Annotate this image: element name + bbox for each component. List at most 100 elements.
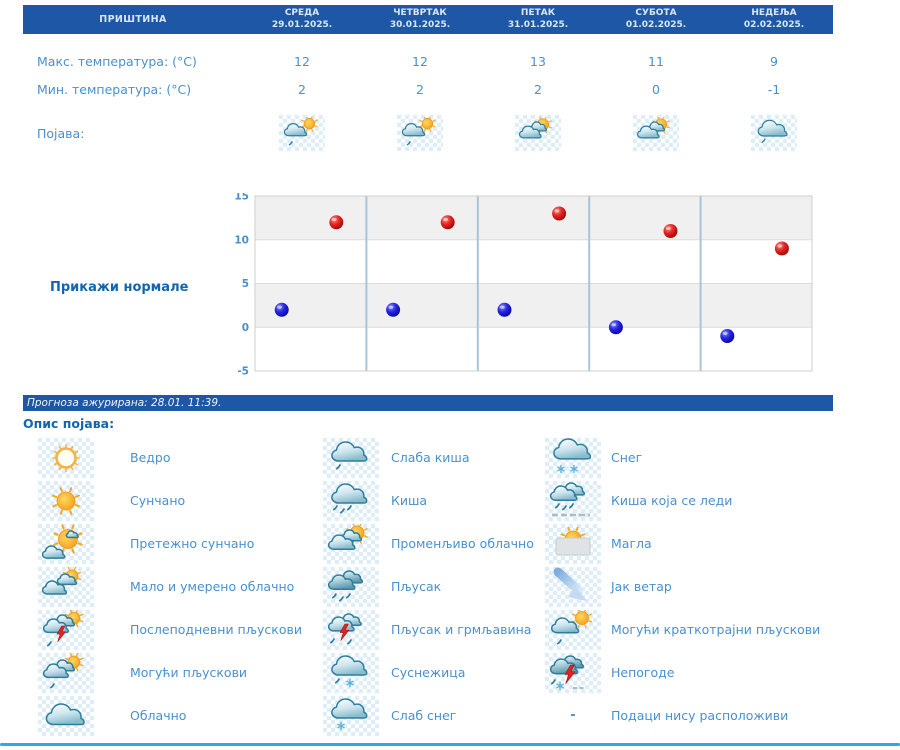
mostly-sunny-icon xyxy=(42,523,83,559)
fog-icon xyxy=(555,526,591,555)
svg-text:10: 10 xyxy=(234,234,249,246)
legend-item-label: Могући краткотрајни пљускови xyxy=(611,622,821,637)
appearance-icon-cell xyxy=(715,115,833,151)
max-temp-value: 9 xyxy=(770,53,778,69)
partly-cloudy-icon xyxy=(42,566,82,595)
legend-item-label: Снег xyxy=(611,450,643,465)
legend-item-label: Ведро xyxy=(130,450,171,465)
partly-sunny-rain-icon xyxy=(279,115,325,151)
day-name: НЕДЕЉА xyxy=(751,7,797,18)
sun-outline-icon xyxy=(38,437,94,478)
max-temp-values: 12 12 13 11 9 xyxy=(243,54,833,69)
min-temp-row: Мин. температура: (°C) 2 2 2 0 -1 xyxy=(23,75,833,103)
mostly-sunny-icon xyxy=(38,523,94,564)
partly-sunny-rain-icon xyxy=(401,116,436,145)
max-temp-value: 11 xyxy=(648,53,664,69)
legend-item-label: Непогоде xyxy=(611,665,675,680)
legend-item-label: Пљусак xyxy=(391,579,442,594)
day-name: СУБОТА xyxy=(635,7,677,18)
min-temp-values: 2 2 2 0 -1 xyxy=(243,82,833,97)
sun-clouds-icon xyxy=(327,523,368,550)
day-header: СУБОТА 01.02.2025. xyxy=(597,5,715,34)
appearance-label: Појава: xyxy=(37,125,85,141)
legend-item-label: Послеподневни пљускови xyxy=(130,622,302,637)
forecast-updated-bar: Прогноза ажурирана: 28.01. 11:39. xyxy=(23,395,833,411)
min-temp-value: 0 xyxy=(652,81,660,97)
afternoon-showers-icon xyxy=(42,609,84,646)
max-temp-label: Макс. температура: (°C) xyxy=(37,53,197,69)
legend-item-label: Јак ветар xyxy=(611,579,672,594)
sun-clouds-icon xyxy=(515,115,561,151)
legend-item-label: Киша xyxy=(391,493,428,508)
thunder-shower-icon xyxy=(323,609,379,650)
legend-item-label: Суснежица xyxy=(391,665,466,680)
bottom-divider xyxy=(0,743,900,746)
day-date: 29.01.2025. xyxy=(271,19,333,30)
shower-icon xyxy=(327,569,364,601)
svg-text:-5: -5 xyxy=(237,366,249,378)
possible-showers-icon xyxy=(38,652,94,693)
cloud-light-rain-icon xyxy=(757,119,788,143)
min-temp-value: 2 xyxy=(298,81,306,97)
legend-item-label: Могући пљускови xyxy=(130,665,248,680)
cloud-rain-icon xyxy=(323,480,379,521)
partly-sunny-rain-icon xyxy=(283,116,318,145)
partly-sunny-rain-icon xyxy=(397,115,443,151)
day-date: 31.01.2025. xyxy=(507,19,569,30)
cloud-light-rain-icon xyxy=(323,437,379,478)
max-temp-row: Макс. температура: (°C) 12 12 13 11 9 xyxy=(23,47,833,75)
day-header: НЕДЕЉА 02.02.2025. xyxy=(715,5,833,34)
day-name: ПЕТАК xyxy=(520,7,556,18)
storm-icon xyxy=(549,654,586,690)
strong-wind-icon xyxy=(553,567,587,601)
appearance-icon-cell xyxy=(597,115,715,151)
legend: Ведро Слаба киша Снег Сунчано Киша Киша која … xyxy=(38,436,820,737)
min-temp-value: -1 xyxy=(767,81,781,97)
legend-item-label: Слаб снег xyxy=(391,708,457,723)
thunder-shower-icon xyxy=(327,612,362,644)
brief-showers-icon xyxy=(550,609,592,644)
afternoon-showers-icon xyxy=(38,609,94,650)
forecast-updated-text: Прогноза ажурирана: 28.01. 11:39. xyxy=(27,397,222,409)
brief-showers-icon xyxy=(545,609,601,650)
storm-icon xyxy=(545,652,601,693)
fog-icon xyxy=(545,523,601,564)
day-name: ЧЕТВРТАК xyxy=(393,7,447,18)
max-temp-value: 13 xyxy=(530,53,546,69)
forecast-table: ПРИШТИНА СРЕДА 29.01.2025. ЧЕТВРТАК 30.01.2… xyxy=(23,5,833,159)
appearance-icons xyxy=(243,115,833,151)
shower-icon xyxy=(323,566,379,607)
temperature-chart: 15 10 5 0 -5 xyxy=(227,191,815,385)
sleet-icon xyxy=(331,654,368,687)
appearance-row: Појава: xyxy=(23,107,833,159)
sun-icon xyxy=(52,486,80,515)
min-temp-label: Мин. температура: (°C) xyxy=(37,81,192,97)
legend-title: Опис појава: xyxy=(23,416,115,431)
snow-icon xyxy=(553,437,592,473)
sun-clouds-icon xyxy=(636,116,670,138)
min-temp-value: 2 xyxy=(534,81,542,97)
min-temp-value: 2 xyxy=(416,81,424,97)
snow-icon xyxy=(545,437,601,478)
freezing-rain-icon xyxy=(549,481,590,516)
strong-wind-icon xyxy=(545,566,601,607)
appearance-icon-cell xyxy=(361,115,479,151)
cloud-light-rain-icon xyxy=(751,115,797,151)
day-date: 02.02.2025. xyxy=(743,19,805,30)
show-normals-link[interactable]: Прикажи нормале xyxy=(50,280,189,295)
cloud-icon xyxy=(38,695,94,736)
location-header: ПРИШТИНА xyxy=(99,14,167,25)
legend-item-label: Облачно xyxy=(130,708,187,723)
svg-text:5: 5 xyxy=(242,278,249,290)
day-header: СРЕДА 29.01.2025. xyxy=(243,5,361,34)
max-temp-value: 12 xyxy=(412,53,428,69)
day-date: 01.02.2025. xyxy=(625,19,687,30)
legend-item-label: Подаци нису расположиви xyxy=(611,708,789,723)
legend-item-label: Мало и умерено облачно xyxy=(130,579,295,594)
legend-item-label: Слаба киша xyxy=(391,450,470,465)
sun-outline-icon xyxy=(52,443,80,472)
legend-item-label: Киша која се леди xyxy=(611,493,733,508)
legend-item-label: Променљиво облачно xyxy=(391,536,534,551)
day-header: ПЕТАК 31.01.2025. xyxy=(479,5,597,34)
day-name: СРЕДА xyxy=(284,7,320,18)
